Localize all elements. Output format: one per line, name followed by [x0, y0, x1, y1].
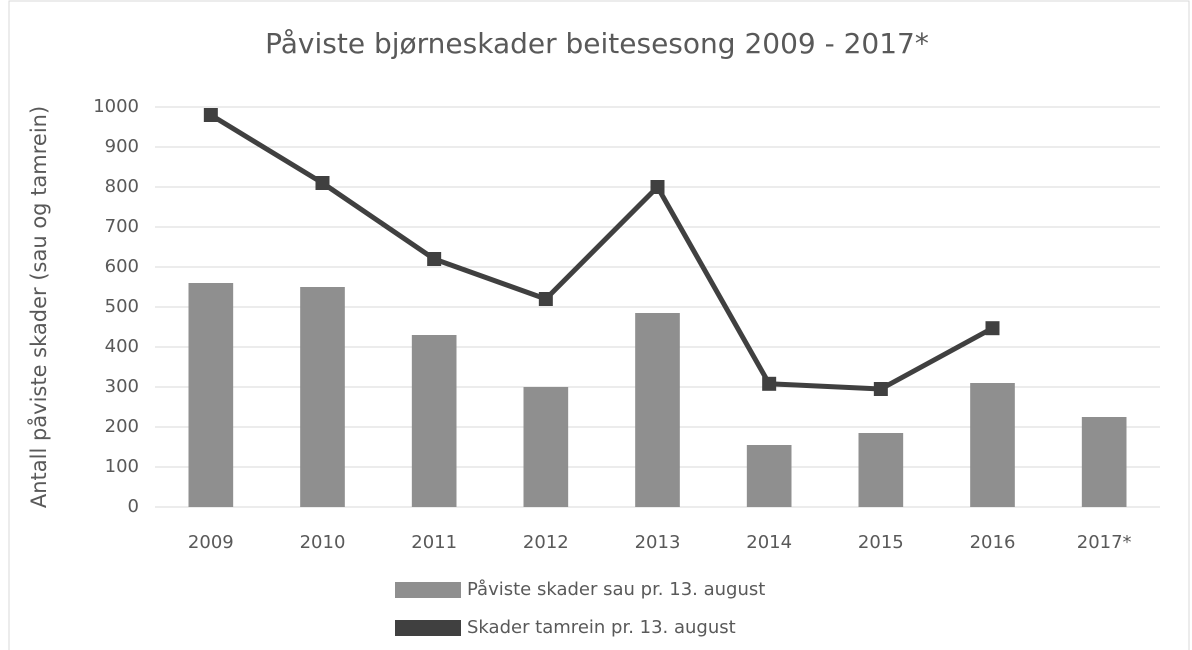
x-tick-label: 2012 [523, 532, 569, 553]
marker [650, 180, 665, 194]
y-tick-label: 900 [105, 136, 139, 157]
y-tick-label: 300 [105, 376, 139, 397]
bar [858, 433, 904, 507]
x-tick-label: 2014 [746, 532, 792, 553]
x-tick-label: 2011 [411, 532, 457, 553]
x-tick-label: 2015 [858, 532, 904, 553]
marker [762, 376, 777, 391]
y-tick-label: 0 [128, 496, 139, 517]
y-axis-label: Antall påviste skader (sau og tamrein) [26, 106, 51, 508]
x-tick-label: 2013 [635, 532, 681, 553]
y-tick-label: 700 [105, 216, 139, 237]
legend-label: Påviste skader sau pr. 13. august [467, 579, 765, 600]
legend-label: Skader tamrein pr. 13. august [467, 617, 736, 638]
y-tick-label: 200 [105, 416, 139, 437]
bar [523, 387, 569, 507]
bar [635, 313, 680, 507]
y-tick-label: 100 [105, 456, 139, 477]
y-tick-label: 600 [105, 256, 139, 277]
bar [746, 445, 792, 507]
bar [970, 383, 1015, 507]
x-tick-label: 2017* [1077, 532, 1132, 553]
marker [203, 108, 218, 122]
x-tick-label: 2016 [970, 532, 1016, 553]
y-tick-label: 1000 [93, 96, 139, 117]
x-tick-label: 2010 [300, 532, 346, 553]
marker [873, 382, 888, 396]
bar [188, 283, 234, 507]
marker [985, 321, 1000, 336]
legend-swatch [395, 582, 461, 598]
line [209, 112, 994, 392]
bar [411, 335, 457, 507]
bar [300, 287, 345, 507]
legend-swatch [395, 620, 461, 636]
marker [427, 252, 442, 266]
y-tick-label: 400 [105, 336, 139, 357]
chart-title: Påviste bjørneskader beitesesong 2009 - … [265, 27, 929, 60]
y-tick-label: 800 [105, 176, 139, 197]
x-tick-label: 2009 [188, 532, 234, 553]
marker [538, 292, 553, 306]
y-tick-label: 500 [105, 296, 139, 317]
bar [1081, 417, 1127, 507]
marker [315, 176, 330, 190]
